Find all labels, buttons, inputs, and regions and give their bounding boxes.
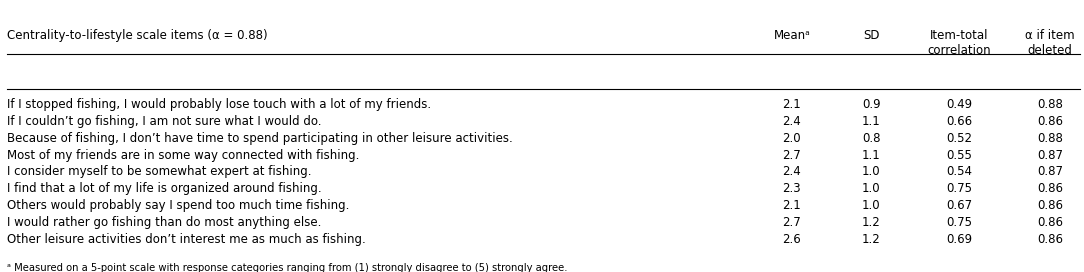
Text: Most of my friends are in some way connected with fishing.: Most of my friends are in some way conne… [7,149,359,162]
Text: 2.4: 2.4 [783,115,801,128]
Text: 0.86: 0.86 [1037,216,1063,229]
Text: 2.1: 2.1 [783,98,801,111]
Text: 2.7: 2.7 [783,149,801,162]
Text: 0.67: 0.67 [946,199,972,212]
Text: 1.2: 1.2 [862,216,880,229]
Text: 0.87: 0.87 [1037,165,1063,178]
Text: Other leisure activities don’t interest me as much as fishing.: Other leisure activities don’t interest … [7,233,365,246]
Text: 2.0: 2.0 [783,132,801,145]
Text: 0.86: 0.86 [1037,182,1063,195]
Text: 0.54: 0.54 [946,165,972,178]
Text: 1.1: 1.1 [862,115,880,128]
Text: Because of fishing, I don’t have time to spend participating in other leisure ac: Because of fishing, I don’t have time to… [7,132,513,145]
Text: 0.75: 0.75 [946,182,972,195]
Text: 2.1: 2.1 [783,199,801,212]
Text: α if item
deleted: α if item deleted [1025,29,1075,57]
Text: Item-total
correlation: Item-total correlation [928,29,991,57]
Text: 0.86: 0.86 [1037,199,1063,212]
Text: ᵃ Measured on a 5-point scale with response categories ranging from (1) strongly: ᵃ Measured on a 5-point scale with respo… [7,263,567,272]
Text: 2.6: 2.6 [783,233,801,246]
Text: 0.55: 0.55 [946,149,972,162]
Text: 2.4: 2.4 [783,165,801,178]
Text: 2.3: 2.3 [783,182,801,195]
Text: Others would probably say I spend too much time fishing.: Others would probably say I spend too mu… [7,199,349,212]
Text: 1.0: 1.0 [862,199,880,212]
Text: 1.1: 1.1 [862,149,880,162]
Text: 0.52: 0.52 [946,132,972,145]
Text: 0.49: 0.49 [946,98,972,111]
Text: 0.88: 0.88 [1037,98,1063,111]
Text: 0.75: 0.75 [946,216,972,229]
Text: SD: SD [863,29,879,42]
Text: 0.86: 0.86 [1037,233,1063,246]
Text: 1.2: 1.2 [862,233,880,246]
Text: 0.86: 0.86 [1037,115,1063,128]
Text: I would rather go fishing than do most anything else.: I would rather go fishing than do most a… [7,216,321,229]
Text: 0.9: 0.9 [862,98,880,111]
Text: Centrality-to-lifestyle scale items (α = 0.88): Centrality-to-lifestyle scale items (α =… [7,29,268,42]
Text: 1.0: 1.0 [862,165,880,178]
Text: 1.0: 1.0 [862,182,880,195]
Text: 0.8: 0.8 [862,132,880,145]
Text: I find that a lot of my life is organized around fishing.: I find that a lot of my life is organize… [7,182,322,195]
Text: I consider myself to be somewhat expert at fishing.: I consider myself to be somewhat expert … [7,165,311,178]
Text: 0.69: 0.69 [946,233,972,246]
Text: If I stopped fishing, I would probably lose touch with a lot of my friends.: If I stopped fishing, I would probably l… [7,98,431,111]
Text: 0.88: 0.88 [1037,132,1063,145]
Text: Meanᵃ: Meanᵃ [773,29,810,42]
Text: 0.87: 0.87 [1037,149,1063,162]
Text: 2.7: 2.7 [783,216,801,229]
Text: 0.66: 0.66 [946,115,972,128]
Text: If I couldn’t go fishing, I am not sure what I would do.: If I couldn’t go fishing, I am not sure … [7,115,321,128]
